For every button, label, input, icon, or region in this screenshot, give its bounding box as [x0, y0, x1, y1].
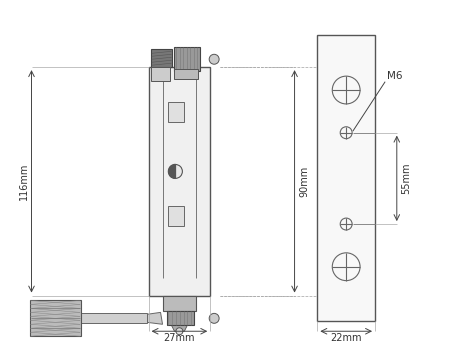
Circle shape: [176, 328, 183, 335]
Bar: [81, 313, 147, 323]
Bar: [163, 296, 196, 312]
Bar: [150, 67, 171, 81]
Bar: [174, 69, 198, 79]
Text: 55mm: 55mm: [401, 162, 411, 194]
Circle shape: [168, 165, 182, 178]
Bar: [168, 102, 184, 122]
Polygon shape: [184, 206, 194, 226]
Bar: [174, 47, 200, 71]
Text: 116mm: 116mm: [19, 163, 29, 200]
Bar: [166, 312, 194, 325]
Text: M6: M6: [387, 71, 402, 81]
Bar: [317, 36, 375, 321]
Circle shape: [209, 313, 219, 323]
Bar: [150, 49, 172, 67]
Text: 90mm: 90mm: [299, 166, 309, 197]
Polygon shape: [147, 312, 163, 324]
Text: 27mm: 27mm: [164, 333, 195, 343]
Bar: [30, 300, 81, 336]
Wedge shape: [168, 165, 175, 178]
Polygon shape: [172, 325, 188, 331]
Polygon shape: [184, 102, 194, 122]
Bar: [149, 67, 210, 296]
Circle shape: [209, 54, 219, 64]
Bar: [168, 206, 184, 226]
Text: 22mm: 22mm: [330, 333, 362, 343]
